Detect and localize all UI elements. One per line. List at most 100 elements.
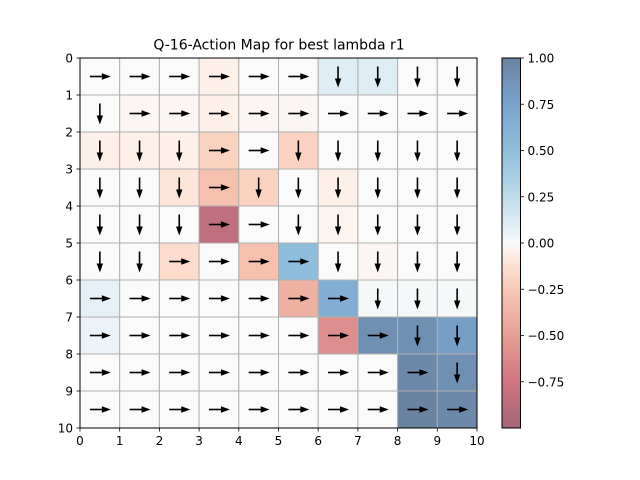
action-arrow — [208, 258, 230, 265]
action-arrow — [374, 177, 381, 199]
y-axis: 0 1 2 3 4 5 6 7 8 9 10 — [58, 52, 80, 436]
colorbar-tick-label: −0.25 — [528, 283, 565, 297]
action-arrow — [288, 332, 310, 339]
action-arrow — [414, 251, 421, 273]
colorbar-tick-label: 0.50 — [528, 144, 555, 158]
x-tick-label: 3 — [195, 434, 203, 448]
action-arrow — [453, 325, 461, 347]
action-arrow — [208, 184, 230, 191]
action-arrow — [288, 110, 310, 117]
action-arrow — [208, 110, 230, 117]
action-arrow — [169, 369, 191, 376]
action-arrow — [374, 66, 381, 88]
action-arrow — [453, 214, 461, 236]
action-arrow — [129, 369, 151, 376]
action-arrow — [96, 177, 104, 199]
action-arrow — [208, 221, 230, 228]
action-arrow — [129, 406, 151, 413]
action-arrow — [334, 66, 342, 88]
action-arrow — [248, 110, 270, 117]
action-arrow — [208, 332, 230, 339]
y-tick-label: 7 — [65, 311, 73, 325]
action-arrow — [169, 406, 191, 413]
action-arrow — [374, 140, 381, 162]
heatmap-cell — [119, 131, 160, 170]
action-arrow — [248, 147, 270, 154]
action-arrow — [129, 332, 151, 339]
action-arrows — [89, 66, 469, 413]
heatmap-cell — [198, 94, 240, 133]
action-arrow — [208, 369, 230, 376]
action-arrow — [248, 406, 270, 413]
x-tick-label: 1 — [116, 434, 124, 448]
colorbar-axis: 1.00 0.75 0.50 0.25 0.00 −0.25 −0.50 −0.75 — [520, 52, 565, 389]
x-tick-label: 7 — [354, 434, 362, 448]
action-arrow — [169, 110, 191, 117]
action-arrow — [136, 140, 143, 162]
action-arrow — [96, 251, 104, 273]
y-tick-label: 6 — [65, 274, 73, 288]
action-arrow — [169, 295, 191, 302]
action-arrow — [136, 177, 143, 199]
action-arrow — [407, 110, 429, 117]
x-tick-label: 8 — [394, 434, 402, 448]
action-arrow — [248, 73, 270, 80]
y-tick-label: 1 — [65, 89, 73, 103]
action-arrow — [248, 332, 270, 339]
action-arrow — [136, 251, 143, 273]
action-arrow — [129, 295, 151, 302]
action-arrow — [414, 140, 421, 162]
heatmap-cells — [79, 57, 478, 429]
action-arrow — [288, 73, 310, 80]
action-arrow — [334, 177, 342, 199]
action-arrow — [248, 221, 270, 228]
action-arrow — [255, 177, 262, 199]
action-arrow — [447, 110, 469, 117]
action-arrow — [169, 258, 191, 265]
action-arrow — [374, 251, 381, 273]
action-arrow — [334, 214, 342, 236]
action-arrow — [367, 332, 389, 339]
y-tick-label: 3 — [65, 163, 73, 177]
y-tick-label: 9 — [65, 385, 73, 399]
action-arrow — [89, 332, 111, 339]
y-tick-label: 4 — [65, 200, 73, 214]
action-arrow — [248, 258, 270, 265]
x-tick-label: 6 — [314, 434, 322, 448]
action-arrow — [288, 295, 310, 302]
colorbar-tick-label: 1.00 — [528, 52, 555, 66]
colorbar-frame — [501, 57, 521, 429]
x-tick-label: 10 — [469, 434, 484, 448]
action-arrow — [96, 140, 104, 162]
action-arrow — [414, 66, 421, 88]
action-arrow — [453, 140, 461, 162]
y-tick-label: 2 — [65, 126, 73, 140]
y-tick-label: 0 — [65, 52, 73, 66]
action-arrow — [328, 332, 350, 339]
action-arrow — [374, 288, 381, 310]
action-arrow — [176, 140, 183, 162]
x-tick-label: 9 — [433, 434, 441, 448]
action-arrow — [96, 214, 104, 236]
action-arrow — [208, 147, 230, 154]
action-arrow — [414, 325, 421, 347]
colorbar-tick-label: 0.25 — [528, 190, 555, 204]
y-tick-label: 10 — [58, 422, 73, 436]
action-arrow — [374, 214, 381, 236]
action-arrow — [288, 406, 310, 413]
action-arrow — [248, 369, 270, 376]
action-arrow — [208, 295, 230, 302]
x-axis: 0 1 2 3 4 5 6 7 8 9 10 — [76, 428, 485, 448]
action-arrow — [89, 295, 111, 302]
action-arrow — [414, 214, 421, 236]
action-arrow — [288, 258, 310, 265]
action-arrow — [328, 110, 350, 117]
action-arrow — [407, 406, 429, 413]
action-arrow — [328, 369, 350, 376]
colorbar-tick-label: −0.50 — [528, 329, 565, 343]
action-arrow — [295, 140, 302, 162]
action-arrow — [295, 177, 302, 199]
action-arrow — [176, 214, 183, 236]
action-arrow — [89, 73, 111, 80]
action-arrow — [407, 369, 429, 376]
